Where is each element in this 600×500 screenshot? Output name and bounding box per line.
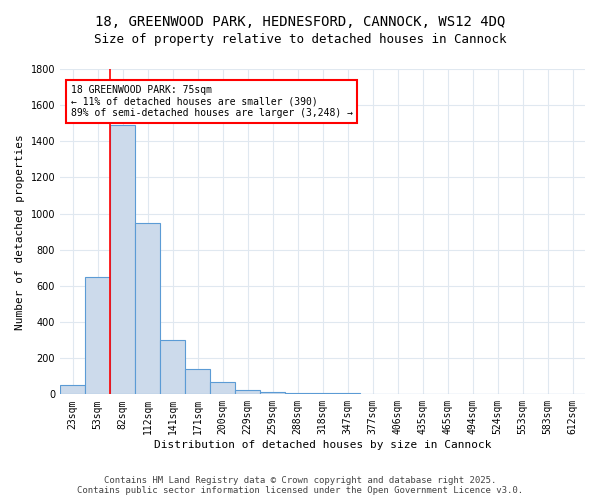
Bar: [185, 369, 210, 394]
Text: Contains HM Land Registry data © Crown copyright and database right 2025.
Contai: Contains HM Land Registry data © Crown c…: [77, 476, 523, 495]
Text: Size of property relative to detached houses in Cannock: Size of property relative to detached ho…: [94, 32, 506, 46]
Text: 18 GREENWOOD PARK: 75sqm
← 11% of detached houses are smaller (390)
89% of semi-: 18 GREENWOOD PARK: 75sqm ← 11% of detach…: [71, 86, 353, 118]
Bar: [210, 382, 235, 394]
Bar: [135, 222, 160, 394]
Bar: [85, 277, 110, 394]
Text: 18, GREENWOOD PARK, HEDNESFORD, CANNOCK, WS12 4DQ: 18, GREENWOOD PARK, HEDNESFORD, CANNOCK,…: [95, 15, 505, 29]
X-axis label: Distribution of detached houses by size in Cannock: Distribution of detached houses by size …: [154, 440, 491, 450]
Bar: [110, 125, 135, 394]
Bar: [60, 386, 85, 394]
Bar: [260, 392, 285, 394]
Y-axis label: Number of detached properties: Number of detached properties: [15, 134, 25, 330]
Bar: [285, 392, 310, 394]
Bar: [160, 340, 185, 394]
Bar: [235, 390, 260, 394]
